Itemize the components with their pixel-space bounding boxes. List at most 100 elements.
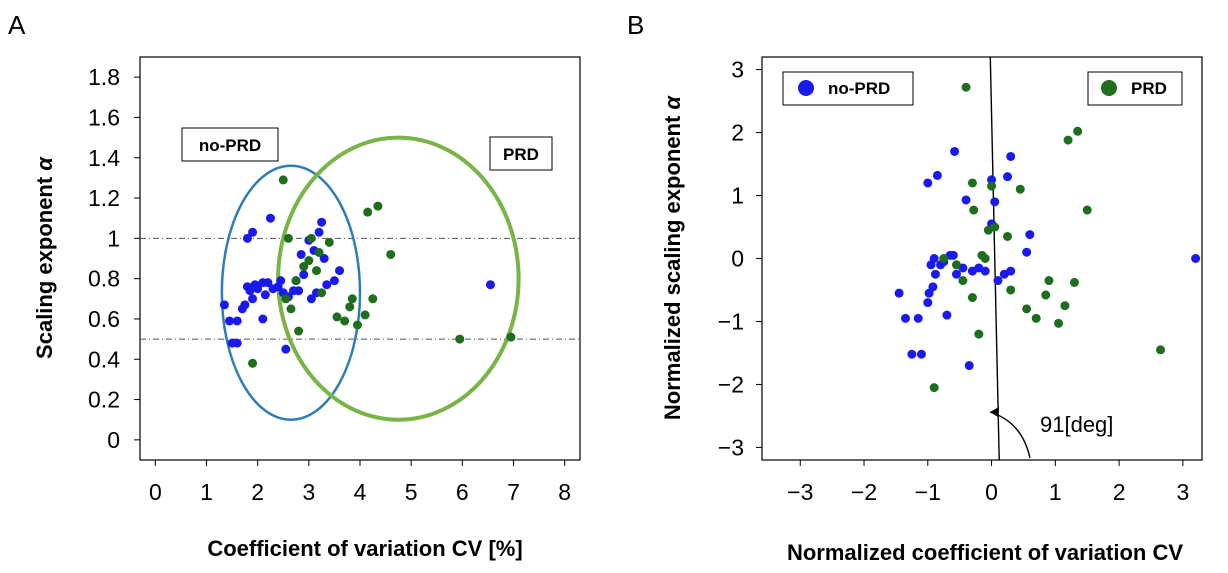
point-no-prd — [317, 217, 327, 227]
point-no-prd — [329, 276, 339, 286]
point-prd — [373, 201, 383, 211]
point-no-prd — [980, 266, 990, 276]
point-no-prd — [219, 300, 229, 310]
point-no-prd — [240, 300, 250, 310]
point-prd — [1063, 135, 1073, 145]
point-no-prd — [1022, 247, 1032, 257]
point-prd — [286, 304, 296, 314]
point-prd — [980, 254, 990, 263]
point-no-prd — [951, 269, 961, 279]
point-no-prd — [964, 361, 974, 371]
point-no-prd — [242, 233, 252, 243]
point-no-prd — [232, 338, 242, 348]
y-tick-label: 0 — [731, 246, 744, 272]
point-prd — [299, 262, 309, 272]
point-prd — [294, 326, 304, 336]
point-no-prd — [928, 282, 938, 292]
legend-label-prd-b: PRD — [1131, 79, 1167, 98]
y-tick-label: 0.2 — [88, 387, 120, 413]
point-no-prd — [260, 290, 270, 300]
ellipse-prd — [276, 135, 521, 422]
point-no-prd — [923, 298, 933, 308]
point-prd — [974, 329, 984, 339]
point-prd — [278, 175, 288, 185]
point-no-prd — [248, 294, 258, 304]
x-ticks-a: 0 1 2 3 4 5 6 7 8 — [149, 460, 571, 505]
point-prd — [1015, 184, 1025, 194]
point-prd — [455, 334, 465, 344]
point-prd — [332, 312, 342, 322]
point-no-prd — [314, 227, 324, 237]
label-box-prd-a — [489, 136, 553, 171]
point-prd — [1022, 304, 1032, 314]
plot-frame-a — [139, 56, 581, 461]
point-no-prd — [913, 313, 923, 323]
label-prd-a: PRD — [503, 145, 539, 164]
point-prd — [352, 320, 362, 330]
point-prd — [248, 358, 258, 368]
point-prd — [1156, 345, 1166, 355]
point-prd — [969, 205, 979, 215]
point-no-prd — [296, 249, 306, 259]
point-prd — [939, 254, 949, 263]
point-prd — [506, 332, 516, 342]
point-prd — [1006, 285, 1016, 295]
x-tick-label: 1 — [1049, 479, 1062, 505]
point-prd — [1003, 231, 1013, 241]
point-prd — [306, 233, 316, 243]
x-tick-label: 5 — [405, 479, 418, 505]
point-no-prd — [900, 313, 910, 323]
point-prd — [951, 260, 961, 270]
point-no-prd — [265, 213, 275, 223]
x-tick-label: 3 — [302, 479, 315, 505]
panel-label-a: A — [8, 10, 26, 40]
point-prd — [961, 82, 971, 92]
x-tick-label: 3 — [1176, 479, 1189, 505]
point-no-prd — [485, 280, 495, 290]
point-no-prd — [225, 316, 235, 326]
point-prd — [987, 181, 997, 191]
x-tick-label: 0 — [985, 479, 998, 505]
point-prd — [291, 276, 301, 286]
x-tick-label: −1 — [915, 479, 941, 505]
y-tick-label: −3 — [718, 434, 744, 460]
y-axis-label-b-symbol: α — [660, 95, 685, 110]
point-prd — [314, 247, 324, 257]
y-tick-label: −1 — [718, 308, 744, 334]
point-no-prd — [948, 250, 958, 260]
point-prd — [958, 276, 968, 286]
point-prd — [304, 256, 314, 266]
point-no-prd — [1003, 172, 1013, 182]
point-prd — [324, 237, 334, 247]
point-prd — [317, 288, 327, 298]
point-no-prd — [299, 270, 309, 280]
point-prd — [1082, 205, 1092, 215]
point-no-prd — [1191, 254, 1201, 263]
y-tick-label: 0.6 — [88, 306, 120, 332]
point-no-prd — [987, 175, 997, 185]
point-prd — [360, 310, 370, 320]
y-axis-label-a: Scaling exponent α — [32, 156, 57, 359]
point-no-prd — [916, 349, 926, 359]
x-tick-label: 1 — [200, 479, 213, 505]
point-prd — [312, 266, 322, 276]
point-no-prd — [942, 310, 952, 320]
point-prd — [929, 383, 939, 393]
label-no-prd-a: no-PRD — [199, 136, 261, 155]
x-axis-label-b: Normalized coefficient of variation CV — [787, 540, 1183, 565]
point-prd — [386, 249, 396, 259]
point-prd — [368, 294, 378, 304]
x-tick-label: 7 — [507, 479, 520, 505]
legend-marker-prd-b — [1101, 80, 1117, 96]
point-no-prd — [319, 254, 329, 263]
point-prd — [1069, 277, 1079, 287]
point-prd — [1031, 313, 1041, 323]
point-no-prd — [335, 266, 345, 276]
point-no-prd — [281, 344, 291, 354]
point-prd — [345, 302, 355, 312]
point-prd — [1060, 301, 1070, 311]
point-no-prd — [894, 288, 904, 298]
point-no-prd — [245, 286, 255, 296]
point-no-prd — [248, 227, 258, 237]
y-axis-label-b-main: Normalized scaling exponent — [660, 110, 685, 421]
